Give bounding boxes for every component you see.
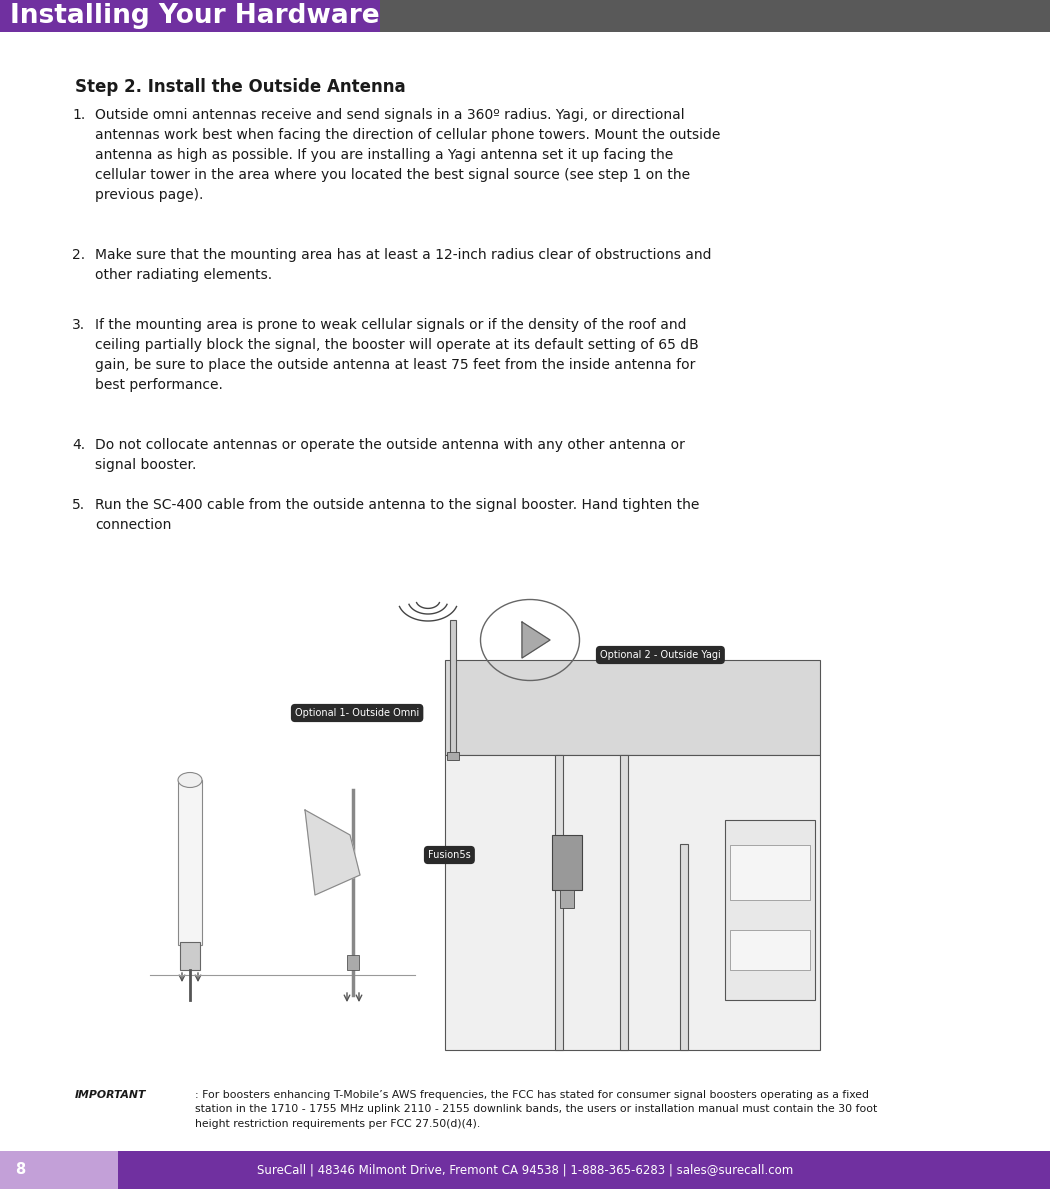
Text: Installing Your Hardware: Installing Your Hardware [10,4,380,29]
Text: Optional 2 - Outside Yagi: Optional 2 - Outside Yagi [600,650,720,660]
Bar [346,955,359,970]
Bar [730,930,810,970]
Bar [552,835,582,891]
Bar [680,843,688,1050]
Bar [0,0,380,32]
Bar [180,942,200,970]
Text: 5.: 5. [72,498,85,512]
Text: If the mounting area is prone to weak cellular signals or if the density of the : If the mounting area is prone to weak ce… [94,317,698,392]
Text: Make sure that the mounting area has at least a 12-inch radius clear of obstruct: Make sure that the mounting area has at … [94,249,712,282]
Polygon shape [522,622,550,658]
Polygon shape [304,810,360,895]
Text: Outside omni antennas receive and send signals in a 360º radius. Yagi, or direct: Outside omni antennas receive and send s… [94,108,720,202]
Text: 2.: 2. [72,249,85,262]
Bar [620,755,628,1050]
Bar [724,820,815,1000]
Bar [560,891,574,908]
Text: Run the SC-400 cable from the outside antenna to the signal booster. Hand tighte: Run the SC-400 cable from the outside an… [94,498,699,531]
Text: Fusion5s: Fusion5s [428,850,470,860]
Ellipse shape [178,773,202,787]
Bar [380,0,1050,32]
Bar [555,755,563,1050]
Text: SureCall | 48346 Milmont Drive, Fremont CA 94538 | 1-888-365-6283 | sales@sureca: SureCall | 48346 Milmont Drive, Fremont … [257,1164,793,1176]
Text: : For boosters enhancing T-Mobile’s AWS frequencies, the FCC has stated for cons: : For boosters enhancing T-Mobile’s AWS … [195,1090,877,1128]
Bar [0,1151,118,1189]
Bar [118,1151,1050,1189]
Bar [730,845,810,900]
Bar [445,755,820,1050]
Text: 8: 8 [15,1163,25,1177]
Text: Do not collocate antennas or operate the outside antenna with any other antenna : Do not collocate antennas or operate the… [94,438,685,472]
Bar [450,619,456,755]
Text: IMPORTANT: IMPORTANT [75,1090,146,1100]
Bar [447,751,459,760]
Bar [178,780,202,945]
Text: Step 2. Install the Outside Antenna: Step 2. Install the Outside Antenna [75,78,405,96]
Bar [445,660,820,755]
Text: Optional 1- Outside Omni: Optional 1- Outside Omni [295,707,419,718]
Text: 4.: 4. [72,438,85,452]
Text: 1.: 1. [72,108,85,122]
Text: 3.: 3. [72,317,85,332]
